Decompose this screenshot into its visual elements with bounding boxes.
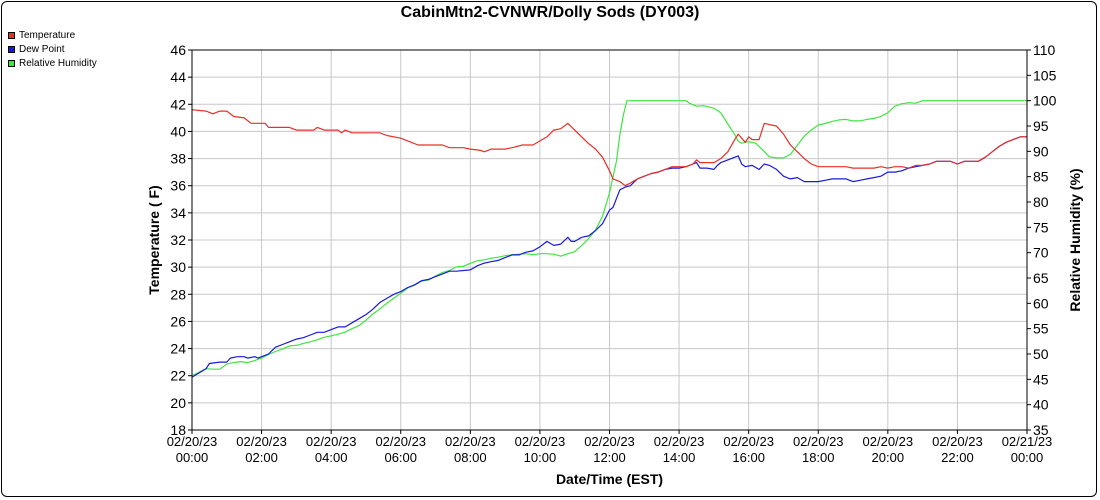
x-tick-label-date: 02/20/23 [445, 434, 496, 449]
y-tick-label: 20 [170, 395, 186, 411]
y2-tick-label: 50 [1033, 346, 1049, 362]
y2-tick-label: 65 [1033, 270, 1049, 286]
y-tick-label: 26 [170, 313, 186, 329]
x-tick-label-time: 16:00 [732, 450, 765, 465]
y2-tick-label: 45 [1033, 371, 1049, 387]
y2-tick-label: 80 [1033, 194, 1049, 210]
y-tick-label: 24 [170, 341, 186, 357]
x-tick-label-date: 02/20/23 [932, 434, 983, 449]
y2-tick-label: 60 [1033, 295, 1049, 311]
y2-tick-label: 85 [1033, 169, 1049, 185]
y-tick-label: 32 [170, 232, 186, 248]
x-tick-label-date: 02/20/23 [584, 434, 635, 449]
y2-tick-label: 110 [1033, 42, 1056, 58]
x-tick-label-time: 00:00 [1011, 450, 1044, 465]
y-tick-label: 38 [170, 151, 186, 167]
y-tick-label: 34 [170, 205, 186, 221]
y-tick-label: 36 [170, 178, 186, 194]
series-lines [191, 100, 1027, 378]
x-tick-label-date: 02/20/23 [375, 434, 426, 449]
x-tick-label-date: 02/20/23 [723, 434, 774, 449]
y-tick-label: 42 [170, 96, 186, 112]
grid-lines [191, 49, 1028, 431]
x-tick-label-time: 08:00 [454, 450, 487, 465]
legend-item-relative-humidity: Relative Humidity [8, 56, 97, 70]
series-line-temperature [191, 109, 1027, 187]
legend-item-dew-point: Dew Point [8, 42, 97, 56]
x-tick-label-date: 02/20/23 [654, 434, 705, 449]
x-tick-label-time: 22:00 [941, 450, 974, 465]
legend-label-dew-point: Dew Point [19, 43, 65, 55]
y-axis-tick-labels: 18 20 22 24 26 28 30 32 34 36 38 40 42 44 46 [170, 42, 192, 438]
x-tick-label-time: 18:00 [802, 450, 835, 465]
y2-tick-label: 95 [1033, 118, 1049, 134]
x-tick-label-time: 02:00 [245, 450, 278, 465]
y2-tick-label: 70 [1033, 245, 1049, 261]
x-tick-label-time: 00:00 [176, 450, 209, 465]
y2-tick-label: 35 [1033, 422, 1049, 438]
legend-label-temperature: Temperature [19, 29, 76, 41]
x-tick-label-time: 04:00 [315, 450, 348, 465]
y2-axis-label: Relative Humidity (%) [1067, 168, 1083, 311]
legend-label-relative-humidity: Relative Humidity [19, 57, 97, 69]
x-tick-label-date: 02/20/23 [236, 434, 287, 449]
y-axis-label: Temperature ( F) [146, 185, 162, 294]
x-tick-label-time: 06:00 [384, 450, 417, 465]
y2-tick-label: 105 [1033, 67, 1057, 83]
x-tick-label-date: 02/20/23 [793, 434, 844, 449]
x-tick-label-time: 12:00 [593, 450, 626, 465]
series-line-relative-humidity [191, 100, 1027, 377]
y2-tick-label: 55 [1033, 321, 1049, 337]
x-tick-label-time: 20:00 [872, 450, 905, 465]
x-tick-label-date: 02/21/23 [1002, 434, 1053, 449]
y2-tick-label: 40 [1033, 397, 1049, 413]
y-tick-label: 46 [170, 42, 186, 58]
y2-axis-tick-labels: 35 40 45 50 55 60 65 70 75 80 85 90 95 100 105 110 [1027, 42, 1057, 438]
y-tick-label: 40 [170, 123, 186, 139]
y-tick-label: 22 [170, 368, 186, 384]
y-tick-label: 30 [170, 259, 186, 275]
legend-item-temperature: Temperature [8, 28, 97, 42]
x-tick-label-date: 02/20/23 [863, 434, 914, 449]
x-tick-label-date: 02/20/23 [515, 434, 566, 449]
legend-swatch-dew-point [8, 45, 15, 53]
legend: Temperature Dew Point Relative Humidity [8, 28, 97, 70]
y-tick-label: 18 [170, 422, 186, 438]
x-tick-label-date: 02/20/23 [306, 434, 357, 449]
y2-tick-label: 90 [1033, 143, 1049, 159]
series-line-dew-point [191, 136, 1027, 378]
x-tick-label-date: 02/20/23 [167, 434, 218, 449]
chart-title: CabinMtn2-CVNWR/Dolly Sods (DY003) [400, 4, 700, 21]
x-axis-tick-labels: 02/20/2300:0002/20/2302:0002/20/2304:000… [167, 430, 1053, 465]
y-tick-label: 28 [170, 286, 186, 302]
x-tick-label-time: 10:00 [524, 450, 557, 465]
y2-tick-label: 75 [1033, 219, 1049, 235]
legend-swatch-temperature [8, 31, 15, 39]
y-tick-label: 44 [170, 69, 186, 85]
x-tick-label-time: 14:00 [663, 450, 696, 465]
y2-tick-label: 100 [1033, 93, 1057, 109]
legend-swatch-relative-humidity [8, 59, 15, 67]
x-axis-label: Date/Time (EST) [556, 471, 663, 487]
